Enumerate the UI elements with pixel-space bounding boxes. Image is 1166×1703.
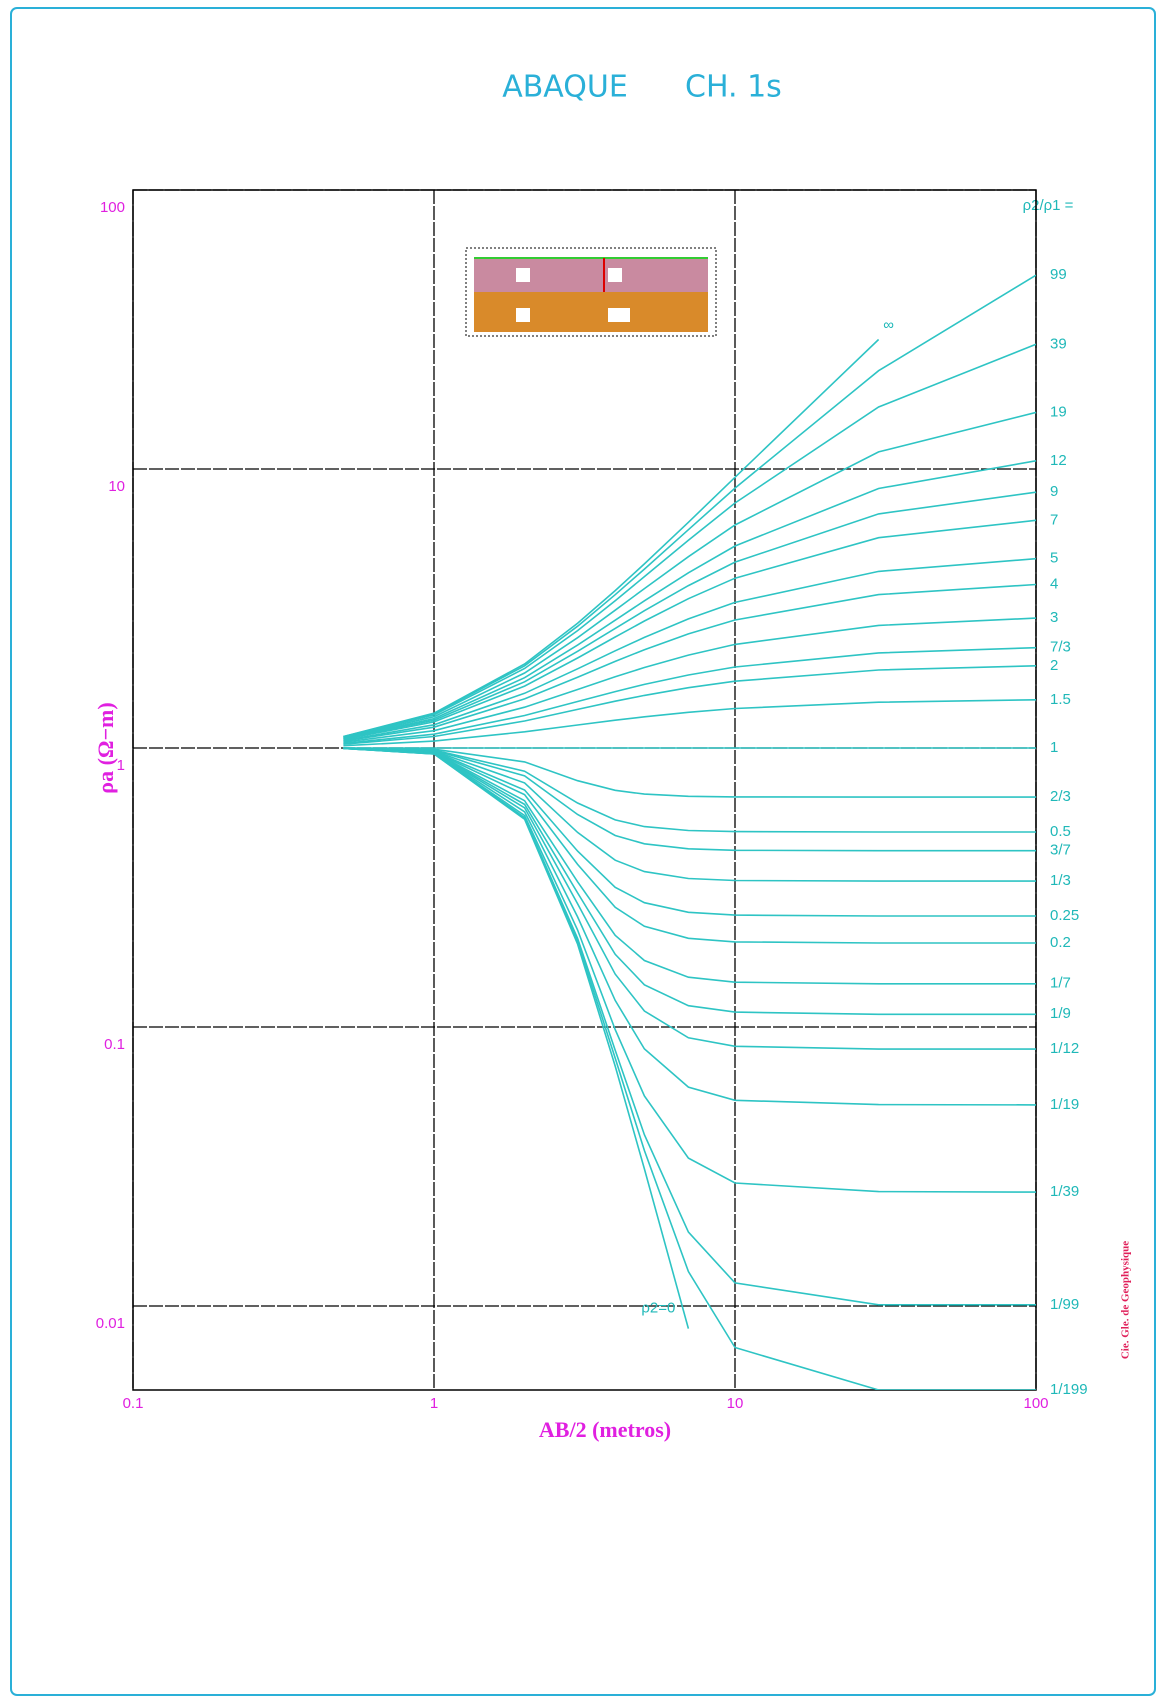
curve-label: 1.5 <box>1050 691 1071 708</box>
curve-label: 7/3 <box>1050 639 1071 656</box>
curve-label: 99 <box>1050 266 1067 283</box>
curve <box>343 646 1036 745</box>
curve-label: 1/3 <box>1050 872 1071 889</box>
curve <box>343 747 690 1329</box>
curve <box>343 747 1036 852</box>
curve <box>343 460 1036 739</box>
curve <box>343 747 1036 882</box>
curve <box>343 338 880 738</box>
curve-label: 9 <box>1050 483 1058 500</box>
curve <box>343 747 1036 833</box>
y-axis-label: ρa (Ω−m) <box>93 702 118 793</box>
curve <box>343 617 1036 743</box>
chart-title: ABAQUE CH. 1s <box>502 70 782 105</box>
y-tick-label: 1 <box>117 757 125 774</box>
layer-diagram <box>465 247 717 337</box>
curve-label: 0.2 <box>1050 934 1071 951</box>
curve <box>343 665 1036 745</box>
curve-label: 3/7 <box>1050 842 1071 859</box>
curve-label: 1/39 <box>1050 1183 1079 1200</box>
curve-label: 39 <box>1050 335 1067 352</box>
curve-label: 2 <box>1050 657 1058 674</box>
curve-label: 0.25 <box>1050 907 1079 924</box>
plot-frame <box>132 189 1037 1391</box>
curve-label: 12 <box>1050 452 1067 469</box>
curve <box>343 747 1036 944</box>
curve-label: 7 <box>1050 511 1058 528</box>
curve <box>343 747 1036 917</box>
curve <box>343 747 1036 1106</box>
curve <box>343 747 1036 1050</box>
curve-label: 1/199 <box>1050 1381 1088 1398</box>
curve-label: 3 <box>1050 609 1058 626</box>
curve-label: 19 <box>1050 403 1067 420</box>
y-tick-label: 100 <box>100 199 125 216</box>
curve <box>343 343 1036 738</box>
curve <box>343 747 1036 1193</box>
curve <box>343 274 1036 738</box>
y-tick-label: 10 <box>108 478 125 495</box>
curve <box>343 557 1036 742</box>
curve <box>343 747 1036 985</box>
curve <box>343 491 1036 740</box>
curves <box>343 274 1036 1390</box>
ratio-label: ρ2/ρ1 = <box>1023 197 1074 214</box>
curve <box>343 699 1036 747</box>
curve-label: 1/12 <box>1050 1040 1079 1057</box>
page-frame <box>10 7 1156 1696</box>
x-tick-label: 10 <box>727 1395 744 1412</box>
curve <box>343 519 1036 741</box>
curve <box>343 747 1036 798</box>
x-tick-label: 0.1 <box>123 1395 144 1412</box>
x-tick-label: 1 <box>430 1395 438 1412</box>
curve-label: 1/7 <box>1050 975 1071 992</box>
curve <box>343 411 1036 739</box>
credit: Cie. Gle. de Geophysique <box>1120 1241 1132 1359</box>
x-axis-label: AB/2 (metros) <box>539 1417 671 1442</box>
y-tick-label: 0.01 <box>96 1315 125 1332</box>
curve-label: 1/19 <box>1050 1096 1079 1113</box>
y-tick-label: 0.1 <box>104 1036 125 1053</box>
curve <box>343 583 1036 742</box>
curve-label: 5 <box>1050 550 1058 567</box>
curve <box>343 747 1036 1390</box>
curve-label: 1/99 <box>1050 1296 1079 1313</box>
x-tick-label: 100 <box>1023 1395 1048 1412</box>
curve-label: ρ2=0 <box>641 1300 675 1317</box>
curve-label: 4 <box>1050 576 1058 593</box>
curve-label: 2/3 <box>1050 788 1071 805</box>
curve-label: 0.5 <box>1050 823 1071 840</box>
curve-label: 1/9 <box>1050 1005 1071 1022</box>
curve-label: ∞ <box>883 316 894 333</box>
curve-label: 1 <box>1050 739 1058 756</box>
curve <box>343 747 1036 1016</box>
